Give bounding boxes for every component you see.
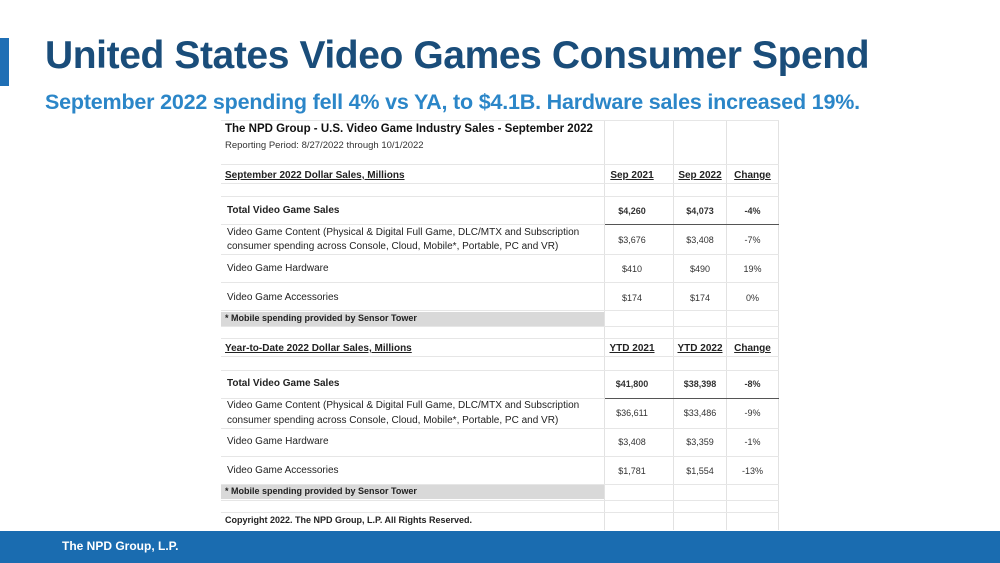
ytd-accessories-v2: $1,554	[686, 466, 714, 476]
grid-line	[221, 164, 779, 165]
grid-line	[221, 282, 779, 283]
grid-line	[221, 356, 779, 357]
col-header-sep-2022: Sep 2022	[678, 170, 722, 181]
grid-line	[673, 120, 674, 530]
monthly-content-v3: -7%	[744, 235, 761, 245]
grid-line	[221, 456, 779, 457]
copyright: Copyright 2022. The NPD Group, L.P. All …	[225, 515, 473, 525]
ytd-total-v2: $38,398	[683, 379, 717, 389]
note-band	[221, 485, 604, 499]
col-header-ytd-change: Change	[734, 343, 771, 354]
note-band	[221, 312, 604, 326]
table-heading: The NPD Group - U.S. Video Game Industry…	[225, 123, 593, 135]
col-header-ytd-2021: YTD 2021	[609, 343, 655, 354]
monthly-hardware-v2: $490	[689, 264, 711, 274]
ytd-content-v3: -9%	[744, 408, 761, 418]
grid-line	[221, 428, 779, 429]
grid-line	[221, 398, 779, 399]
grid-line	[221, 183, 779, 184]
slide-subtitle: September 2022 spending fell 4% vs YA, t…	[45, 90, 860, 114]
reporting-period: Reporting Period: 8/27/2022 through 10/1…	[225, 140, 424, 151]
grid-line	[221, 500, 779, 501]
monthly-accessories-v2: $174	[689, 293, 711, 303]
ytd-accessories-label: Video Game Accessories	[227, 465, 339, 476]
monthly-section-label: September 2022 Dollar Sales, Millions	[225, 170, 405, 181]
accent-bar	[0, 38, 9, 86]
ytd-accessories-v1: $1,781	[618, 466, 646, 476]
monthly-hardware-label: Video Game Hardware	[227, 263, 329, 274]
ytd-hardware-v1: $3,408	[618, 437, 646, 447]
grid-line	[221, 484, 779, 485]
grid-line	[221, 254, 779, 255]
ytd-section-label: Year-to-Date 2022 Dollar Sales, Millions	[225, 343, 412, 354]
ytd-hardware-v3: -1%	[744, 437, 761, 447]
ytd-total-v3: -8%	[744, 379, 761, 389]
monthly-total-v2: $4,073	[686, 206, 714, 216]
col-header-change: Change	[734, 170, 771, 181]
monthly-accessories-v3: 0%	[745, 293, 759, 303]
grid-line	[221, 310, 779, 311]
monthly-accessories-v1: $174	[621, 293, 643, 303]
col-header-ytd-2022: YTD 2022	[677, 343, 723, 354]
grid-line	[726, 120, 727, 530]
total-underline	[605, 398, 779, 399]
grid-line	[221, 338, 779, 339]
slide-title: United States Video Games Consumer Spend	[45, 34, 870, 77]
monthly-content-v2: $3,408	[686, 235, 714, 245]
ytd-accessories-v3: -13%	[741, 466, 763, 476]
ytd-note: * Mobile spending provided by Sensor Tow…	[225, 486, 417, 496]
monthly-total-v1: $4,260	[618, 206, 646, 216]
footer-company: The NPD Group, L.P.	[62, 539, 179, 553]
col-header-sep-2021: Sep 2021	[610, 170, 654, 181]
monthly-accessories-label: Video Game Accessories	[227, 292, 339, 303]
grid-line	[221, 196, 779, 197]
grid-line	[604, 120, 605, 530]
grid-line	[221, 512, 779, 513]
monthly-total-v3: -4%	[744, 206, 761, 216]
sales-table: The NPD Group - U.S. Video Game Industry…	[221, 120, 779, 530]
monthly-note: * Mobile spending provided by Sensor Tow…	[225, 313, 417, 323]
monthly-content-v1: $3,676	[618, 235, 646, 245]
ytd-hardware-v2: $3,359	[686, 437, 714, 447]
ytd-content-v2: $33,486	[683, 408, 717, 418]
ytd-content-label-1: Video Game Content (Physical & Digital F…	[227, 400, 580, 411]
total-underline	[605, 224, 779, 225]
grid-line	[221, 326, 779, 327]
monthly-total-label: Total Video Game Sales	[227, 205, 340, 216]
grid-line	[221, 224, 779, 225]
monthly-hardware-v3: 19%	[743, 264, 762, 274]
monthly-content-label-2: consumer spending across Console, Cloud,…	[227, 241, 559, 252]
footer-bar: The NPD Group, L.P.	[0, 531, 1000, 563]
ytd-content-label-2: consumer spending across Console, Cloud,…	[227, 415, 559, 426]
ytd-hardware-label: Video Game Hardware	[227, 436, 329, 447]
monthly-hardware-v1: $410	[621, 264, 643, 274]
ytd-content-v1: $36,611	[616, 408, 648, 418]
monthly-content-label-1: Video Game Content (Physical & Digital F…	[227, 227, 580, 238]
ytd-total-label: Total Video Game Sales	[227, 378, 340, 389]
ytd-total-v1: $41,800	[615, 379, 649, 389]
grid-line	[221, 120, 779, 121]
grid-line	[221, 370, 779, 371]
grid-line	[778, 120, 779, 530]
